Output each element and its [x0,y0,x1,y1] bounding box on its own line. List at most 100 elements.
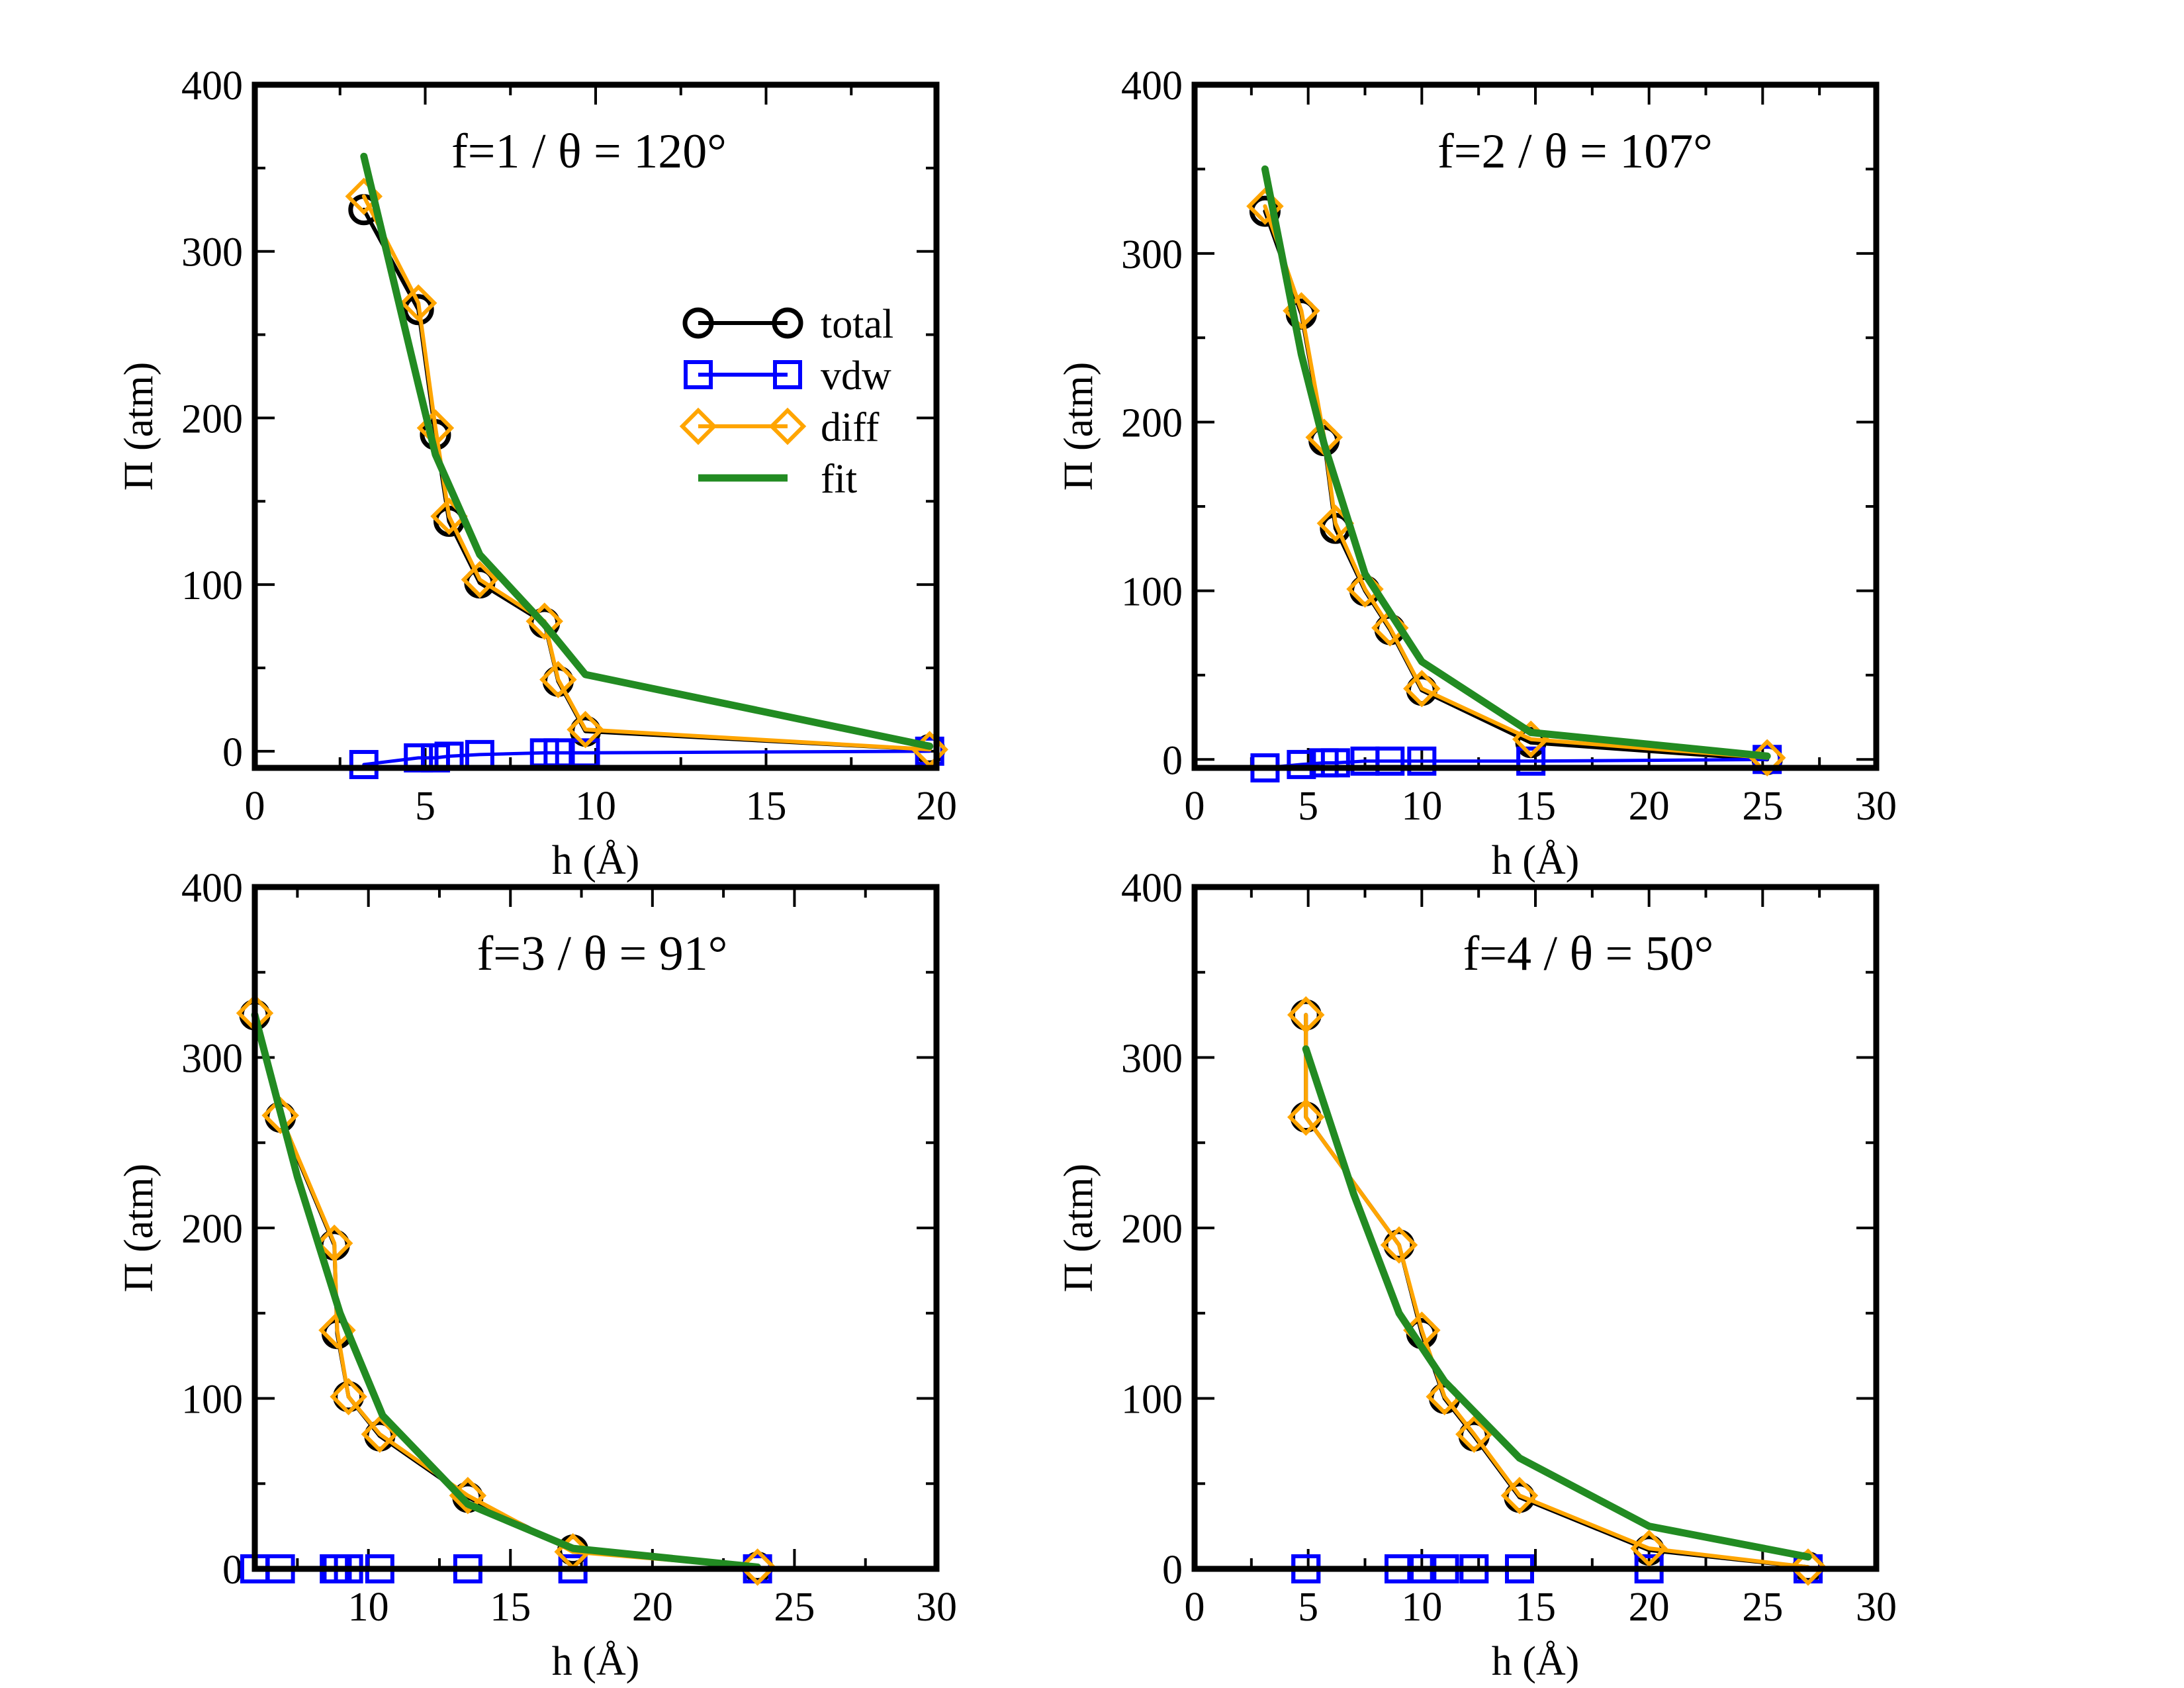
data-point-diff [539,661,577,698]
y-tick-label: 100 [181,1378,243,1423]
x-tick-label: 20 [632,1585,673,1630]
y-tick-label: 300 [181,1037,243,1082]
series-fit-line [360,152,934,750]
x-tick-label: 20 [1629,784,1670,829]
data-point-vdw [1516,746,1546,776]
legend-vdw-marker [773,360,802,389]
panel-annotation: f=1 / θ = 120° [451,124,727,179]
y-tick-label: 300 [181,230,243,275]
plot-frame [251,81,940,771]
x-tick-label: 10 [1401,784,1442,829]
y-tick-label: 200 [181,1207,243,1252]
data-point-vdw [1320,748,1350,778]
legend: total vdw diff fit [679,302,893,502]
data-point-diff [1403,669,1441,708]
plot-area [1287,996,1827,1586]
legend-diff-label: diff [821,405,880,450]
data-point-diff [361,1415,399,1453]
x-tick-label: 20 [916,784,957,829]
legend-vdw-label: vdw [821,353,891,399]
x-tick-label: 10 [1401,1585,1442,1630]
x-tick-label: 0 [1185,784,1205,829]
plot-area [236,994,776,1586]
x-tick-label: 30 [1856,1585,1897,1630]
x-axis-label: h (Å) [1492,838,1580,883]
y-axis-label: Π (atm) [116,362,161,491]
series-fit-line [1261,165,1771,760]
x-tick-label: 20 [1629,1585,1670,1630]
y-axis-label: Π (atm) [116,1164,161,1293]
y-tick-label: 200 [1121,401,1183,446]
y-tick-label: 0 [1162,1548,1183,1593]
x-tick-label: 15 [1515,1585,1556,1630]
data-point-diff [1630,1529,1668,1568]
x-axis-label: h (Å) [552,1639,640,1684]
major-ticks [1193,83,1878,768]
y-axis-label: Π (atm) [1056,362,1101,491]
data-point-diff [1500,1477,1539,1515]
data-point-diff [1287,1098,1325,1136]
data-point-vdw [1287,749,1316,779]
series-diff-line [361,194,932,752]
series-fit-line [1302,1045,1812,1561]
plot-frame [1191,81,1880,771]
data-point-diff [261,1096,299,1135]
data-point-diff [330,1378,367,1416]
x-tick-label: 5 [415,784,435,829]
y-tick-label: 0 [222,730,243,775]
data-point-total [402,294,434,326]
data-point-vdw [1407,746,1437,776]
x-tick-label: 5 [1298,784,1318,829]
x-tick-label: 30 [1856,784,1897,829]
y-tick-label: 0 [222,1548,243,1593]
x-tick-label: 15 [746,784,787,829]
legend-diff-marker [768,407,807,445]
data-point-diff [567,710,604,749]
y-axis-label: Π (atm) [1056,1164,1101,1293]
y-tick-label: 400 [181,64,243,109]
y-tick-label: 400 [1121,64,1183,109]
data-point-diff [399,284,437,322]
x-axis-label: h (Å) [1492,1639,1580,1684]
plot-area [345,152,948,779]
series-fit-line [251,1011,762,1571]
data-point-diff [1287,996,1325,1034]
series-vdw-line [1263,757,1769,770]
x-tick-label: 15 [490,1585,531,1630]
panel-annotation: f=4 / θ = 50° [1463,927,1714,981]
minor-ticks [255,887,936,1569]
y-tick-label: 400 [181,866,243,911]
data-point-vdw [1375,746,1405,776]
data-point-diff [1455,1415,1493,1453]
x-tick-label: 10 [575,784,616,829]
major-ticks [255,886,938,1570]
y-tick-label: 100 [1121,569,1183,614]
legend-vdw-marker [684,360,713,389]
x-tick-label: 10 [348,1585,389,1630]
x-tick-label: 25 [774,1585,815,1630]
y-tick-label: 200 [1121,1207,1183,1252]
legend-diff-marker [679,407,717,445]
data-point-diff [1380,1226,1418,1264]
x-tick-label: 25 [1742,784,1783,829]
panel-annotation: f=3 / θ = 91° [477,927,728,981]
y-tick-label: 400 [1121,866,1183,911]
y-tick-label: 0 [1162,738,1183,783]
data-point-diff [1789,1548,1827,1586]
y-tick-label: 100 [1121,1378,1183,1423]
y-tick-label: 100 [181,563,243,608]
y-tick-label: 300 [1121,232,1183,277]
y-tick-label: 200 [181,397,243,442]
series-diff-line [1263,204,1770,760]
series-total-line [1304,1013,1810,1570]
data-point-diff [461,561,499,598]
data-point-diff [1246,187,1284,225]
legend-total-marker [772,307,803,339]
x-axis-label: h (Å) [552,838,640,883]
data-point-diff [315,1224,353,1262]
